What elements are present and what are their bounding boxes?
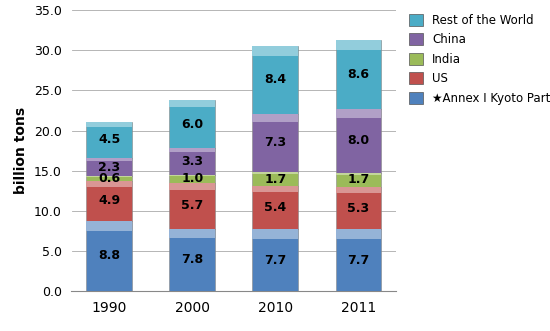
Bar [86,176,132,177]
Bar [336,40,381,50]
Y-axis label: billion tons: billion tons [14,107,29,194]
Text: 8.8: 8.8 [98,250,120,262]
Bar [169,175,215,183]
Bar [169,183,215,229]
Bar [252,172,298,174]
Bar [336,229,381,239]
Bar [169,183,215,190]
Text: 4.9: 4.9 [98,194,120,207]
Bar [169,175,215,176]
Bar [252,229,298,291]
Text: 7.8: 7.8 [181,254,204,266]
Bar [336,109,381,173]
Bar [169,100,215,148]
Bar [169,229,215,291]
Bar [252,46,298,114]
Bar [169,100,215,107]
Text: 0.6: 0.6 [98,172,120,185]
Bar [86,181,132,220]
Text: 4.5: 4.5 [98,133,120,146]
Bar [169,148,215,175]
Bar [169,229,215,238]
Text: 3.3: 3.3 [181,155,203,168]
Text: 6.0: 6.0 [181,118,204,130]
Bar [336,173,381,187]
Bar [336,173,381,175]
Bar [169,148,215,152]
Bar [336,229,381,291]
Bar [86,220,132,231]
Bar [336,187,381,229]
Text: 8.6: 8.6 [348,68,370,81]
Text: 5.4: 5.4 [264,201,287,214]
Bar [252,186,298,229]
Bar [336,40,381,109]
Bar [336,109,381,118]
Text: 7.7: 7.7 [264,254,287,267]
Text: 1.0: 1.0 [181,172,204,185]
Text: 7.7: 7.7 [347,254,370,267]
Text: 8.4: 8.4 [264,73,287,86]
Text: 1.7: 1.7 [347,173,370,186]
Bar [252,229,298,239]
Bar [336,187,381,193]
Bar [86,181,132,187]
Text: 8.0: 8.0 [348,134,370,147]
Text: 5.7: 5.7 [181,199,204,212]
Bar [252,186,298,193]
Bar [86,220,132,291]
Bar [86,122,132,158]
Text: 1.7: 1.7 [264,173,287,186]
Legend: Rest of the World, China, India, US, ★Annex I Kyoto Parties: Rest of the World, China, India, US, ★An… [405,10,550,109]
Text: 2.3: 2.3 [98,161,120,173]
Text: 5.3: 5.3 [348,202,370,214]
Bar [252,114,298,172]
Bar [252,46,298,56]
Bar [252,172,298,186]
Bar [86,158,132,176]
Bar [252,114,298,122]
Bar [86,122,132,127]
Bar [86,176,132,181]
Bar [86,158,132,161]
Text: 7.3: 7.3 [264,136,287,150]
